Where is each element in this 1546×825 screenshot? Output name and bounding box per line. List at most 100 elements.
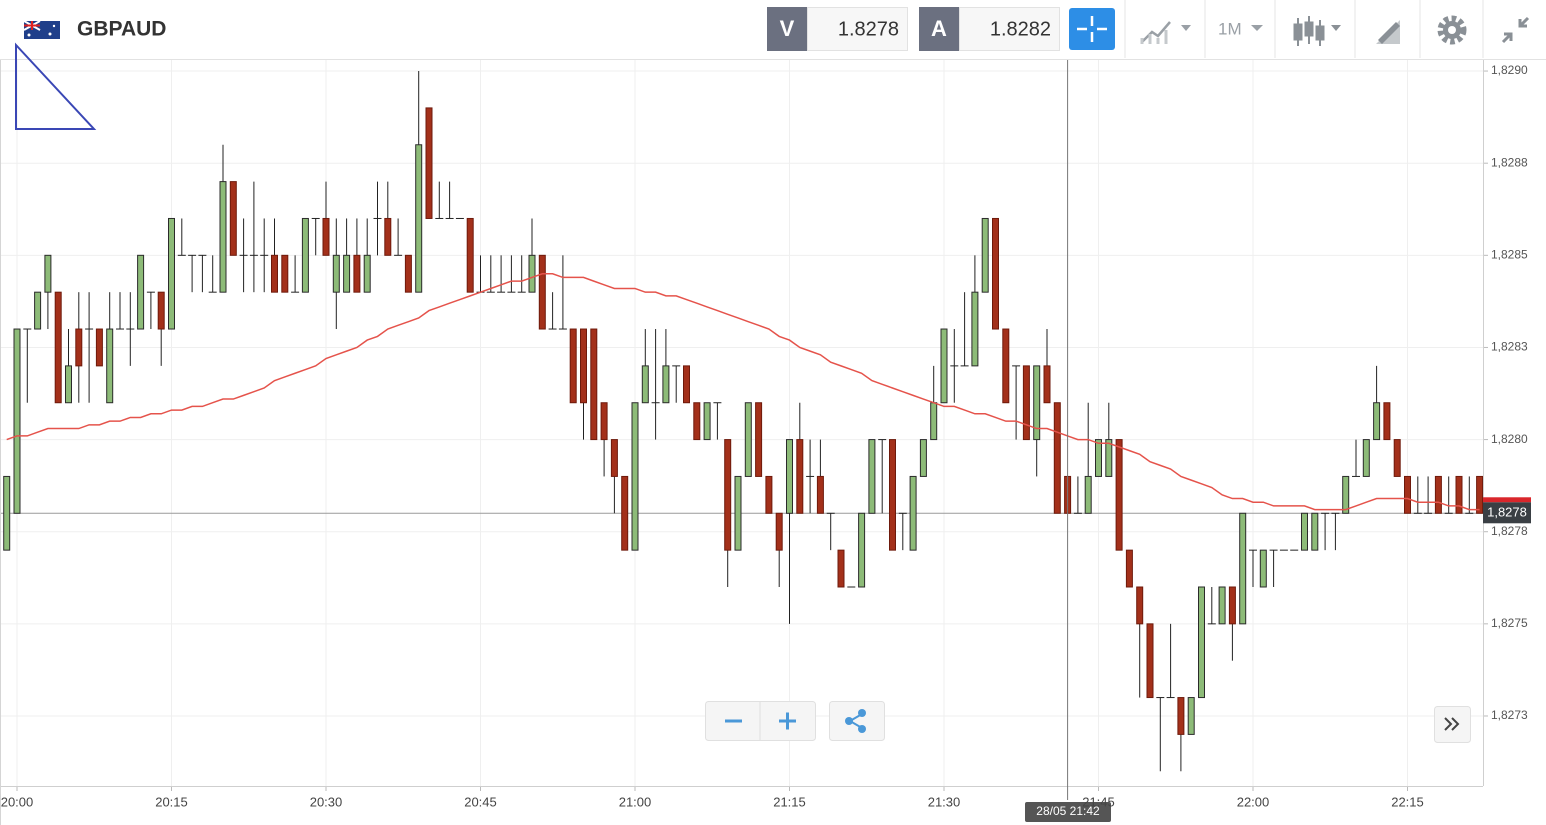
moving-average-line xyxy=(6,273,1480,511)
candle-body xyxy=(919,439,927,477)
candle-body xyxy=(106,328,114,404)
candle-body xyxy=(1362,439,1370,477)
buy-price: 1.8282 xyxy=(990,18,1051,40)
candle-body xyxy=(1228,586,1236,625)
candle-body xyxy=(65,365,72,404)
candle-body xyxy=(837,549,845,588)
candle-body xyxy=(703,402,711,441)
candle-body xyxy=(157,291,165,330)
timeframe[interactable]: 1M xyxy=(1218,19,1242,38)
buy-price-box xyxy=(959,7,1060,51)
candle-body xyxy=(54,291,62,404)
candle-body xyxy=(404,254,412,293)
candle-body xyxy=(1187,697,1195,735)
x-tick-label: 20:15 xyxy=(155,794,188,809)
y-tick-label: 1,8283 xyxy=(1491,340,1528,354)
candle-body xyxy=(775,512,783,551)
candle-body xyxy=(353,254,361,293)
candle-body xyxy=(569,328,577,404)
candle-body xyxy=(168,217,175,330)
candle-body xyxy=(1393,439,1401,477)
buy-button[interactable] xyxy=(919,7,959,51)
drawing-button[interactable] xyxy=(1376,20,1400,44)
candle-body xyxy=(229,181,237,256)
candle-body xyxy=(1373,402,1381,441)
candle-body xyxy=(322,217,330,256)
candle-body xyxy=(610,439,618,477)
candle-body xyxy=(1146,623,1154,699)
collapse-button[interactable] xyxy=(1501,16,1530,44)
candle-body xyxy=(363,254,371,293)
last-price-label: 1,8278 xyxy=(1487,505,1527,520)
timeframe-arrow xyxy=(1251,25,1263,31)
candle-body xyxy=(992,217,999,330)
candle-body xyxy=(868,439,876,514)
candle-body xyxy=(219,181,227,293)
candle-body xyxy=(1105,439,1113,477)
flag-icon xyxy=(23,20,60,39)
zoom-controls xyxy=(705,701,816,741)
candle-body xyxy=(693,402,701,441)
candle-body xyxy=(590,328,598,441)
last-price-marker xyxy=(1483,497,1531,503)
sell-label: V xyxy=(780,16,795,41)
symbol: GBPAUD xyxy=(77,18,166,41)
candle-body xyxy=(1239,512,1247,625)
chart-type-button[interactable] xyxy=(1140,21,1191,44)
candle-body xyxy=(1033,365,1041,441)
candle-body xyxy=(1218,586,1226,625)
x-tick-label: 20:30 xyxy=(310,794,343,809)
zoom-in-button[interactable] xyxy=(779,712,796,730)
candle-body xyxy=(75,328,83,367)
candle-body xyxy=(1125,549,1133,588)
candles-button[interactable] xyxy=(1293,16,1341,46)
candle-body xyxy=(889,439,896,551)
candle-body xyxy=(1311,512,1319,551)
candle-body xyxy=(1002,328,1010,404)
x-tick-label: 22:00 xyxy=(1237,794,1270,809)
candle-body xyxy=(466,217,474,293)
x-tick-label: 20:00 xyxy=(1,794,34,809)
scroll-right-button[interactable] xyxy=(1434,706,1471,743)
candle-body xyxy=(621,475,629,551)
candle-body xyxy=(281,254,289,293)
candle-body xyxy=(3,475,11,551)
x-tick-label: 21:30 xyxy=(928,794,961,809)
x-tick-label: 20:45 xyxy=(464,794,497,809)
candle-body xyxy=(538,254,546,330)
candle-body xyxy=(384,217,392,256)
candle-body xyxy=(528,254,536,293)
candle-body xyxy=(1259,549,1267,588)
crosshair-label: 28/05 21:42 xyxy=(1036,804,1100,818)
share-button[interactable] xyxy=(829,701,885,741)
candle-body xyxy=(1043,365,1051,404)
triangle-drawing[interactable] xyxy=(15,42,97,130)
candle-body xyxy=(13,328,21,514)
candle-body xyxy=(765,475,773,514)
candle-body xyxy=(600,402,608,441)
settings-button[interactable] xyxy=(1437,15,1467,45)
candle-body xyxy=(1053,402,1061,514)
candle-body xyxy=(971,291,979,367)
sell-price: 1.8278 xyxy=(838,18,899,40)
candle-body xyxy=(1383,402,1391,441)
x-tick-label: 21:00 xyxy=(619,794,652,809)
candle-body xyxy=(930,402,938,441)
candle-body xyxy=(641,365,649,404)
crosshair-icon xyxy=(1077,16,1107,42)
y-tick-label: 1,8280 xyxy=(1491,432,1528,446)
sell-button[interactable] xyxy=(767,7,807,51)
y-tick-label: 1,8278 xyxy=(1491,524,1528,538)
y-tick-label: 1,8273 xyxy=(1491,708,1528,722)
candle-body xyxy=(301,217,309,293)
candle-body xyxy=(425,107,433,219)
plot-layer xyxy=(0,60,1488,791)
candle-body xyxy=(271,254,278,293)
candle-body xyxy=(816,475,824,514)
buy-label: A xyxy=(931,16,947,41)
candle-body xyxy=(1198,586,1205,699)
crosshair-button[interactable] xyxy=(1069,8,1115,50)
y-tick-label: 1,8285 xyxy=(1491,247,1528,261)
candle-body xyxy=(1434,475,1442,514)
